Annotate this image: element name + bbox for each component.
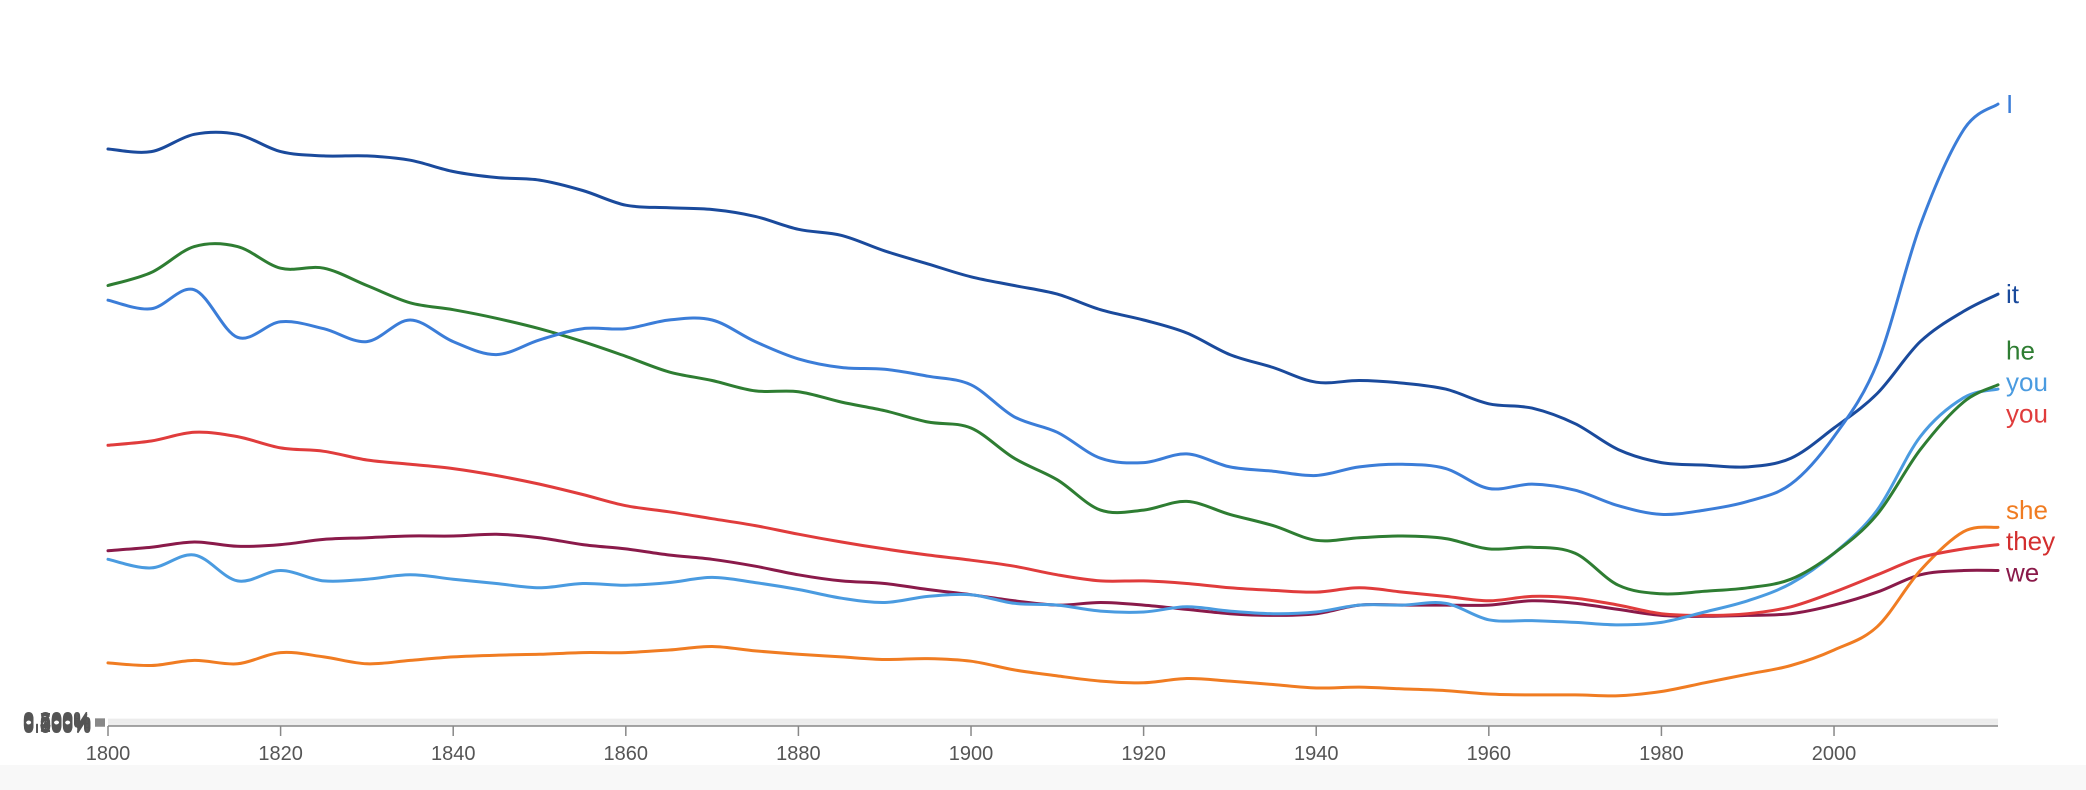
- x-tick-label: 1900: [949, 743, 994, 765]
- y-tick-label: 0.200%: [23, 714, 91, 736]
- x-tick-label: 1860: [604, 743, 649, 765]
- y-tick-label: 0.600%: [23, 711, 91, 733]
- y-tick-label: 0.300%: [23, 713, 91, 735]
- y-tick-label: 0.700%: [23, 710, 91, 732]
- grid-lines: [108, 718, 1998, 726]
- series-label-they[interactable]: they: [2006, 526, 2055, 556]
- series-label-you[interactable]: you: [2006, 367, 2048, 397]
- series-label-it[interactable]: it: [2006, 279, 2020, 309]
- x-tick-label: 1880: [776, 743, 821, 765]
- x-tick-label: 1920: [1121, 743, 1166, 765]
- x-tick-label: 2000: [1812, 743, 1857, 765]
- series-line-i-0[interactable]: [106, 102, 2000, 517]
- x-tick-label: 1840: [431, 743, 476, 765]
- x-tick-label: 1820: [258, 743, 303, 765]
- y-tick-label: 0.400%: [23, 713, 91, 735]
- series-line-she-5[interactable]: [106, 525, 2000, 698]
- series-label-i[interactable]: I: [2006, 89, 2013, 119]
- x-tick-label: 1800: [86, 743, 131, 765]
- series-label-she[interactable]: she: [2006, 495, 2048, 525]
- y-tick-label: 0.500%: [23, 712, 91, 734]
- series-line-you-3[interactable]: [106, 387, 2000, 627]
- y-tick-label: 0.000%: [23, 716, 91, 738]
- x-tick-label: 1940: [1294, 743, 1339, 765]
- series-label-you[interactable]: you: [2006, 398, 2048, 428]
- y-tick-label: 0.100%: [23, 715, 91, 737]
- x-tick-label: 1960: [1467, 743, 1512, 765]
- series-label-he[interactable]: he: [2006, 335, 2035, 365]
- series-lines: [106, 102, 2000, 698]
- series-line-you-4[interactable]: [106, 430, 2000, 617]
- y-tick-label: 0.800%: [23, 709, 91, 731]
- bottom-strip: [0, 765, 2086, 790]
- series-line-he-2[interactable]: [106, 242, 2000, 596]
- axes: 0.000%0.100%0.200%0.300%0.400%0.500%0.60…: [23, 709, 1998, 765]
- series-line-it-1[interactable]: [106, 130, 2000, 469]
- series-label-we[interactable]: we: [2005, 557, 2039, 587]
- x-tick-label: 1980: [1639, 743, 1684, 765]
